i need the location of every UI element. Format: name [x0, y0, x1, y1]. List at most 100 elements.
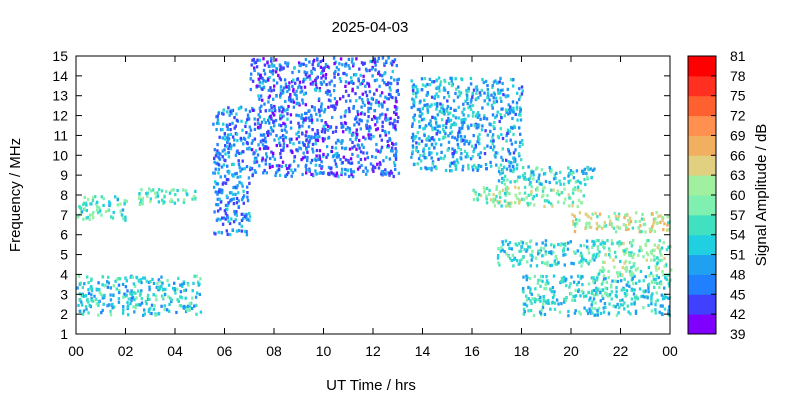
data-point — [624, 213, 627, 217]
data-point — [523, 191, 527, 195]
data-point — [460, 78, 464, 82]
data-point — [574, 224, 577, 228]
data-point — [320, 82, 323, 86]
data-point — [316, 118, 319, 122]
data-point — [595, 278, 599, 282]
data-point — [381, 103, 384, 107]
data-point — [394, 152, 398, 156]
data-point — [177, 276, 180, 280]
data-point — [655, 256, 659, 260]
data-point — [150, 312, 153, 316]
data-point — [346, 169, 349, 173]
data-point — [240, 218, 244, 222]
data-point — [390, 171, 394, 175]
data-point — [145, 279, 148, 283]
data-point — [90, 289, 94, 293]
data-point — [567, 309, 570, 313]
data-point — [587, 247, 590, 251]
data-point — [587, 282, 591, 286]
data-point — [632, 288, 635, 292]
data-point — [667, 221, 670, 225]
data-point — [431, 162, 434, 166]
data-point — [379, 113, 382, 117]
data-point — [219, 200, 223, 204]
data-point — [85, 307, 88, 311]
data-point — [463, 107, 466, 111]
data-point — [216, 118, 220, 122]
data-point — [474, 166, 478, 170]
data-point — [654, 265, 657, 269]
data-point — [352, 81, 355, 85]
data-point — [486, 91, 490, 95]
data-point — [246, 191, 249, 195]
data-point — [108, 202, 112, 206]
data-point — [268, 165, 272, 170]
data-point — [234, 124, 237, 128]
data-point — [297, 69, 301, 73]
data-point — [539, 248, 543, 252]
data-point — [528, 276, 532, 281]
data-point — [275, 94, 278, 98]
data-point — [616, 279, 619, 284]
colorbar-label: Signal Amplitude / dB — [753, 124, 770, 267]
data-point — [251, 174, 254, 178]
data-point — [249, 128, 253, 132]
data-point — [572, 219, 575, 223]
data-point — [505, 187, 508, 191]
data-point — [655, 221, 658, 225]
data-point — [537, 252, 540, 256]
data-point — [387, 97, 390, 101]
data-point — [661, 218, 664, 222]
data-point — [279, 155, 283, 159]
data-point — [491, 84, 494, 88]
data-point — [594, 211, 597, 215]
data-point — [455, 150, 458, 154]
data-point — [518, 191, 521, 195]
data-point — [491, 148, 495, 152]
data-point — [306, 75, 309, 79]
data-point — [111, 302, 114, 306]
data-point — [238, 151, 241, 155]
data-point — [349, 99, 352, 103]
data-point — [300, 62, 303, 66]
data-point — [461, 120, 464, 124]
data-point — [412, 92, 415, 96]
data-point — [411, 124, 414, 128]
data-point — [253, 61, 256, 65]
data-point — [385, 59, 388, 63]
data-point — [610, 285, 613, 289]
data-point — [632, 292, 636, 296]
data-point — [333, 84, 336, 88]
data-point — [501, 240, 504, 244]
data-point — [272, 88, 276, 92]
data-point — [445, 119, 448, 123]
data-point — [543, 199, 547, 203]
data-point — [570, 292, 573, 296]
data-point — [412, 116, 415, 120]
data-point — [261, 157, 264, 161]
data-point — [184, 296, 187, 300]
data-point — [542, 295, 545, 299]
data-point — [307, 125, 311, 129]
data-point — [320, 105, 323, 109]
data-point — [512, 132, 515, 136]
data-point — [91, 299, 94, 303]
data-point — [540, 168, 544, 172]
data-point — [541, 303, 545, 307]
data-point — [630, 288, 633, 292]
data-point — [446, 104, 450, 109]
data-point — [502, 178, 506, 182]
data-point — [555, 298, 559, 302]
data-point — [600, 226, 604, 230]
data-point — [486, 144, 489, 148]
data-point — [168, 302, 171, 306]
data-point — [483, 152, 487, 156]
data-point — [601, 269, 604, 274]
data-point — [109, 298, 113, 302]
data-point — [286, 107, 289, 112]
data-point — [587, 290, 591, 294]
data-point — [152, 281, 156, 285]
data-point — [303, 70, 306, 74]
data-point — [324, 90, 328, 94]
data-point — [358, 67, 361, 71]
